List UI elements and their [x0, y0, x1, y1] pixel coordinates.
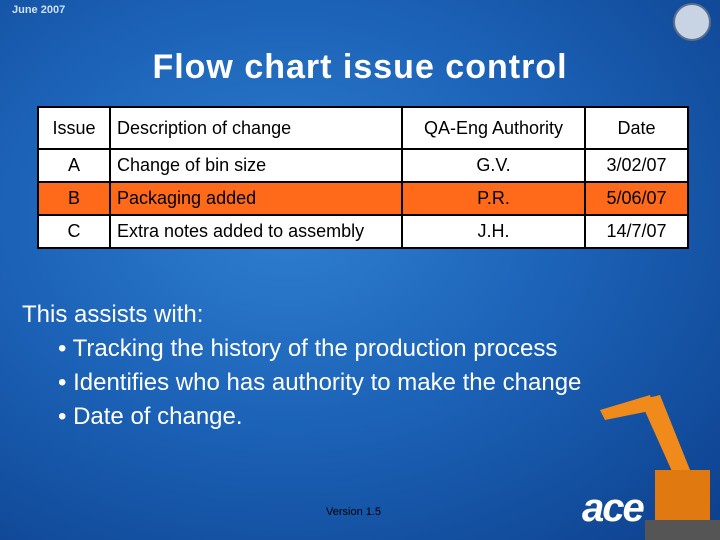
cell: P.R. [401, 181, 586, 216]
body-text: This assists with: • Tracking the histor… [22, 298, 581, 434]
issue-table: Issue Description of change QA-Eng Autho… [37, 106, 689, 249]
cell: Packaging added [109, 181, 403, 216]
bullet: • Identifies who has authority to make t… [58, 369, 582, 396]
version: Version 1.5 [326, 506, 382, 518]
bullet-text: Identifies who has authority to make the… [73, 369, 582, 396]
cell: 3/02/07 [584, 148, 689, 183]
cell: B [37, 181, 111, 216]
logo: ace [582, 486, 645, 530]
cell: J.H. [401, 214, 586, 249]
cell: 5/06/07 [584, 181, 689, 216]
bullet-text: Tracking the history of the production p… [72, 335, 558, 362]
date: June 2007 [12, 4, 66, 16]
cell: Extra notes added to assembly [109, 214, 403, 249]
intro: This assists with: [22, 301, 204, 328]
cell: C [37, 214, 111, 249]
header-row: Issue Description of change QA-Eng Autho… [37, 106, 689, 150]
cell: A [37, 148, 111, 183]
column-header: Issue [37, 106, 111, 150]
cell: Change of bin size [109, 148, 403, 183]
title: Flow chart issue control [152, 48, 568, 86]
row: C Extra notes added to assembly J.H. 14/… [37, 214, 689, 249]
bullet: • Tracking the history of the production… [58, 335, 558, 362]
bullet-text: Date of change. [73, 403, 243, 430]
column-header: Date [584, 106, 689, 150]
column-header: Description of change [109, 106, 403, 150]
cell: G.V. [401, 148, 586, 183]
cell: 14/7/07 [584, 214, 689, 249]
row: A Change of bin size G.V. 3/02/07 [37, 148, 689, 183]
bullet: • Date of change. [58, 403, 243, 430]
column-header: QA-Eng Authority [401, 106, 586, 150]
row: B Packaging added P.R. 5/06/07 [37, 181, 689, 216]
